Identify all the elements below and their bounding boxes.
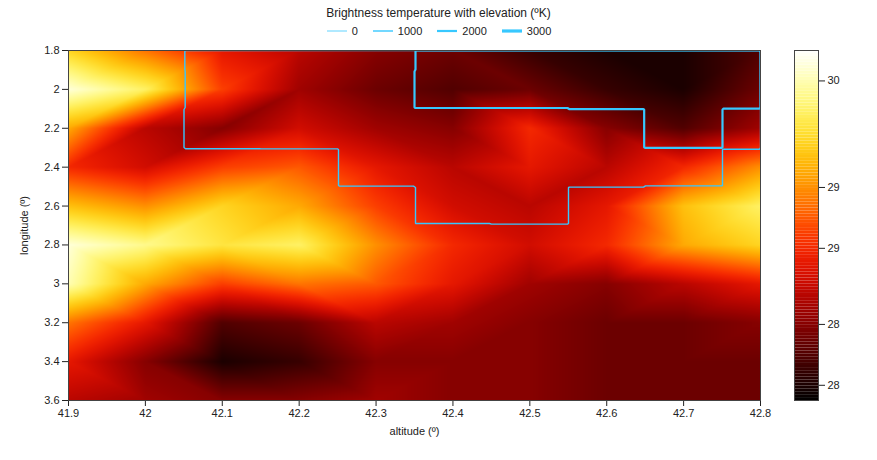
svg-text:42.4: 42.4	[442, 407, 463, 419]
svg-text:42.8: 42.8	[750, 407, 771, 419]
svg-text:3.6: 3.6	[44, 394, 59, 406]
svg-text:42.3: 42.3	[365, 407, 386, 419]
svg-text:30: 30	[828, 74, 840, 86]
svg-text:2.8: 2.8	[44, 238, 59, 250]
svg-text:28: 28	[828, 318, 840, 330]
svg-text:42.2: 42.2	[288, 407, 309, 419]
svg-text:longitude (º): longitude (º)	[18, 196, 30, 255]
svg-text:28: 28	[828, 379, 840, 391]
svg-text:42.7: 42.7	[673, 407, 694, 419]
html-text:Brightness temperature with el: Brightness temperature with elevation (º…	[326, 6, 551, 20]
svg-text:42.1: 42.1	[212, 407, 233, 419]
html-text:1000: 1000	[397, 25, 423, 37]
svg-text:42.6: 42.6	[596, 407, 617, 419]
svg-text:29: 29	[828, 242, 840, 254]
svg-text:2.2: 2.2	[44, 122, 59, 134]
svg-text:42: 42	[139, 407, 151, 419]
svg-text:42.5: 42.5	[519, 407, 540, 419]
svg-text:1.8: 1.8	[44, 44, 59, 56]
html-text:3000: 3000	[526, 25, 552, 37]
svg-text:2: 2	[53, 83, 59, 95]
svg-text:2.4: 2.4	[44, 161, 59, 173]
svg-text:altitude (º): altitude (º)	[390, 425, 440, 437]
html-text:2000: 2000	[462, 25, 487, 37]
svg-text:3.2: 3.2	[44, 316, 59, 328]
svg-text:41.9: 41.9	[58, 407, 79, 419]
html-text:0: 0	[351, 25, 358, 37]
svg-text:3.4: 3.4	[44, 355, 59, 367]
svg-text:2.6: 2.6	[44, 200, 59, 212]
svg-text:29: 29	[828, 181, 840, 193]
svg-text:3: 3	[53, 277, 59, 289]
